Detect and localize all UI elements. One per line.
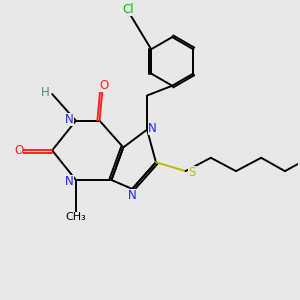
Text: S: S (188, 166, 196, 179)
Text: CH₃: CH₃ (65, 212, 86, 222)
Text: N: N (65, 113, 74, 126)
Text: N: N (128, 189, 136, 202)
Text: N: N (148, 122, 157, 135)
Text: O: O (14, 144, 23, 157)
Text: Cl: Cl (122, 3, 134, 16)
Text: H: H (41, 86, 50, 99)
Text: O: O (99, 79, 109, 92)
Text: N: N (65, 175, 74, 188)
